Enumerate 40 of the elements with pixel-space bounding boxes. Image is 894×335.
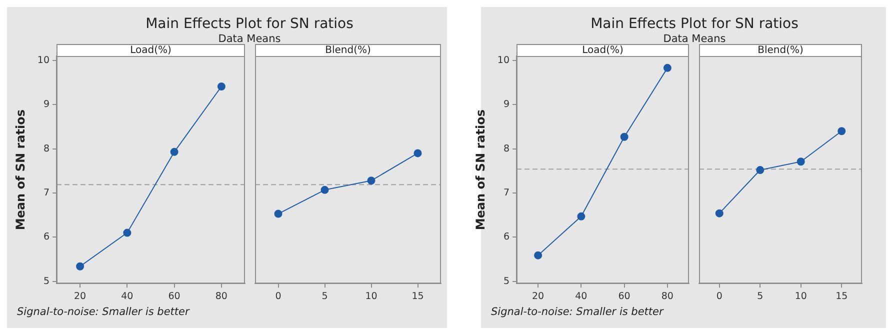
x-tick-label: 20 [532, 290, 544, 302]
x-tick-label: 0 [716, 290, 722, 302]
y-tick-label: 10 [497, 54, 510, 66]
y-tick-label: 6 [43, 232, 50, 243]
x-tick-label: 60 [168, 290, 180, 302]
x-tick-label: 10 [365, 290, 378, 302]
x-tick-label: 40 [575, 290, 588, 302]
text: Signal-to-noise: Smaller is better [17, 306, 190, 318]
x-axis-title: Blend(%) [325, 45, 371, 56]
x-tick-label: 15 [836, 290, 848, 302]
x-tick-label: 5 [322, 290, 328, 302]
x-tick-label: 80 [661, 290, 674, 302]
x-axis-title: Load(%) [582, 45, 624, 56]
chart-title: Main Effects Plot for SN ratios [590, 16, 800, 32]
y-tick-label: 7 [43, 187, 50, 198]
x-axis-title: Load(%) [130, 45, 172, 56]
y-tick-label: 5 [503, 276, 510, 287]
x-tick-label: 80 [215, 290, 228, 302]
y-tick-label: 10 [37, 54, 50, 66]
x-tick-label: 10 [794, 290, 807, 302]
y-tick-label: 8 [503, 143, 510, 154]
text: Signal-to-noise: Smaller is better [491, 306, 664, 318]
y-tick-label: 6 [503, 232, 510, 243]
x-axis-title: Blend(%) [758, 45, 804, 56]
y-axis-title: Mean of SN ratios [473, 109, 488, 230]
chart-subtitle: Data Means [662, 33, 727, 45]
y-tick-label: 9 [43, 99, 50, 110]
x-tick-label: 0 [275, 290, 282, 302]
chart-subtitle: Data Means [217, 33, 282, 45]
x-tick-label: 20 [74, 290, 86, 302]
x-tick-label: 5 [757, 290, 764, 302]
x-tick-label: 15 [412, 290, 424, 302]
y-tick-label: 8 [43, 143, 50, 154]
chart-title: Main Effects Plot for SN ratios [144, 16, 354, 32]
y-tick-label: 5 [43, 276, 50, 287]
x-tick-label: 60 [618, 290, 630, 302]
y-tick-label: 9 [503, 99, 510, 110]
x-tick-label: 40 [121, 290, 134, 302]
y-tick-label: 7 [503, 187, 510, 198]
y-axis-title: Mean of SN ratios [13, 109, 28, 230]
